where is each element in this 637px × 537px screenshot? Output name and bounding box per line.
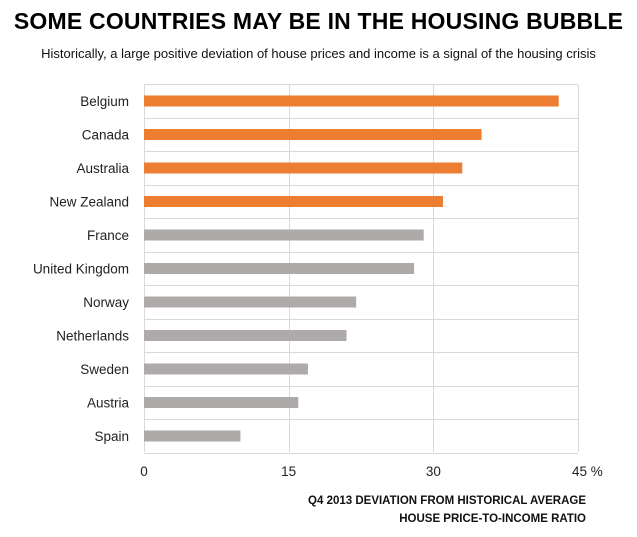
chart-title: SOME COUNTRIES MAY BE IN THE HOUSING BUB… xyxy=(13,8,624,34)
category-label-belgium: Belgium xyxy=(80,94,129,109)
category-label-new-zealand: New Zealand xyxy=(49,195,129,210)
category-labels: Belgium Canada Australia New Zealand France U… xyxy=(33,94,130,444)
bar-belgium xyxy=(144,95,559,107)
bar-canada xyxy=(144,129,482,140)
bars xyxy=(144,95,559,442)
bar-australia xyxy=(144,162,463,174)
x-tick-label: 0 xyxy=(140,464,148,479)
category-label-france: France xyxy=(87,228,129,243)
category-label-sweden: Sweden xyxy=(80,362,129,377)
category-label-austria: Austria xyxy=(87,396,130,411)
category-label-united-kingdom: United Kingdom xyxy=(33,262,129,277)
category-label-australia: Australia xyxy=(76,161,129,176)
x-tick-label: 30 xyxy=(426,464,441,479)
bar-netherlands xyxy=(144,330,347,341)
bar-norway xyxy=(144,296,357,308)
bar-united-kingdom xyxy=(144,263,415,274)
x-axis-label-line-2: HOUSE PRICE-TO-INCOME RATIO xyxy=(399,513,586,525)
bar-sweden xyxy=(144,363,308,375)
x-tick-labels: 0 15 30 45 % xyxy=(140,464,603,479)
x-axis-label-line-1: Q4 2013 DEVIATION FROM HISTORICAL AVERAG… xyxy=(308,495,586,507)
category-label-spain: Spain xyxy=(94,429,129,444)
bar-austria xyxy=(144,397,299,408)
x-tick-label: 15 xyxy=(281,464,296,479)
x-axis-label: Q4 2013 DEVIATION FROM HISTORICAL AVERAG… xyxy=(250,492,586,528)
category-label-canada: Canada xyxy=(82,128,130,143)
bar-spain xyxy=(144,430,241,442)
category-label-norway: Norway xyxy=(83,295,129,310)
chart-subtitle: Historically, a large positive deviation… xyxy=(41,46,596,61)
bar-new-zealand xyxy=(144,196,443,207)
x-tick-label: 45 % xyxy=(572,464,603,479)
category-label-netherlands: Netherlands xyxy=(56,329,129,344)
bar-france xyxy=(144,229,424,241)
